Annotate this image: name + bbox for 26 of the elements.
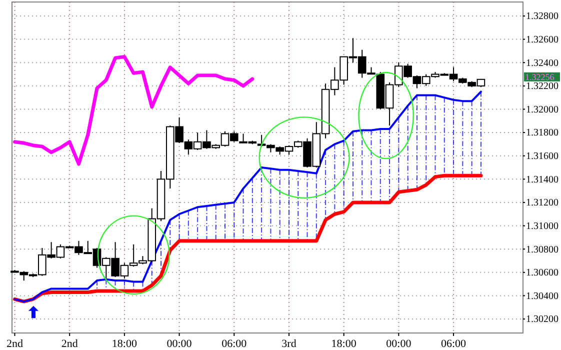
y-tick-label: 1.32200 <box>526 81 558 92</box>
y-tick-label: 1.31800 <box>526 128 558 139</box>
y-tick-label: 1.30800 <box>526 244 558 256</box>
x-tick-label: 06:00 <box>222 338 248 350</box>
y-tick-label: 1.32800 <box>526 11 558 22</box>
y-tick-label: 1.30400 <box>526 290 558 302</box>
x-tick-label: 06:00 <box>440 338 467 350</box>
y-tick-label: 1.30600 <box>526 268 558 279</box>
y-tick-label: 1.32400 <box>526 58 558 69</box>
y-tick-label: 1.31600 <box>526 151 558 162</box>
x-tick-label: 2nd <box>6 338 24 350</box>
line-series <box>12 174 483 304</box>
y-tick-label: 1.31000 <box>526 220 558 232</box>
y-tick-label: 1.31400 <box>526 174 558 186</box>
text: 1.32256 <box>525 72 555 82</box>
y-tick-label: 1.30200 <box>526 314 558 326</box>
line-series <box>12 55 254 166</box>
y-tick-label: 1.32000 <box>526 104 558 116</box>
x-tick-label: 3rd <box>282 338 297 350</box>
y-tick-label: 1.32600 <box>526 34 558 46</box>
x-tick-label: 2nd <box>61 338 78 350</box>
x-tick-label: 00:00 <box>166 338 192 350</box>
x-tick-label: 18:00 <box>331 338 357 350</box>
y-tick-label: 1.31200 <box>526 198 558 209</box>
x-tick-label: 18:00 <box>112 338 138 350</box>
x-tick-label: 00:00 <box>386 338 412 350</box>
